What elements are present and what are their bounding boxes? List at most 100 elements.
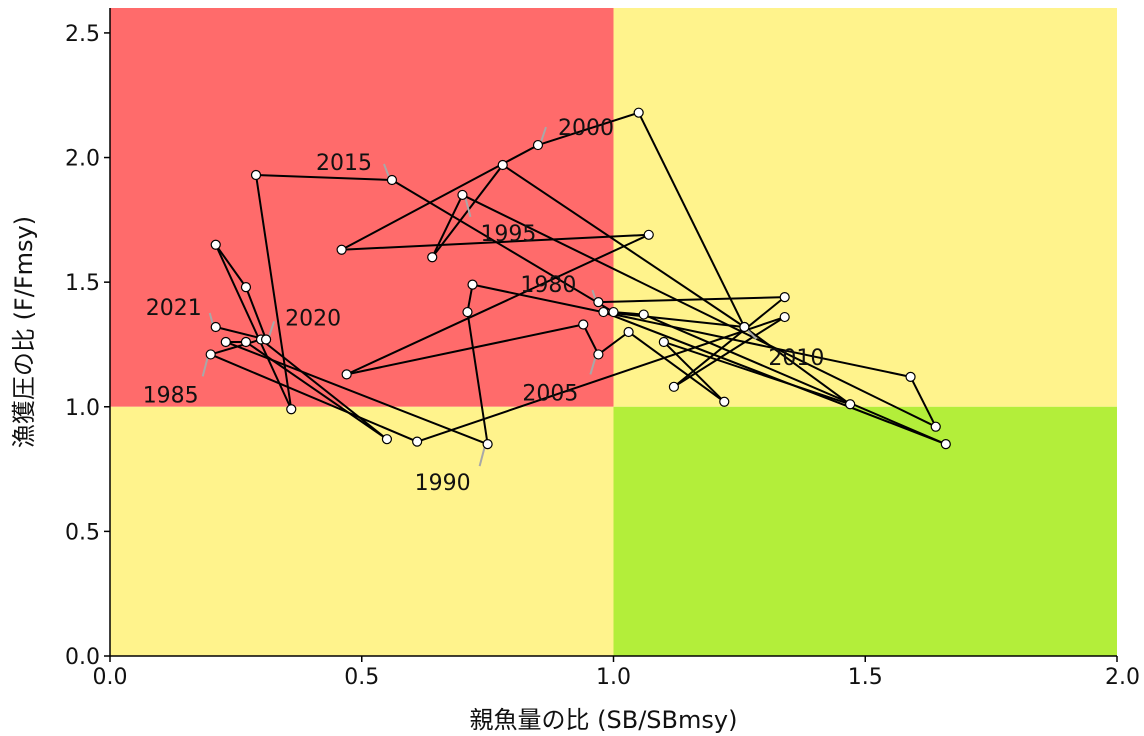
y-axis-title: 漁獲圧の比 (F/Fmsy) [10,216,38,448]
point-1995 [457,189,468,201]
trajectory-segment-2006-2007 [628,331,725,403]
label-leaders [201,126,758,467]
trajectory-segment-2016-2017 [255,174,293,410]
point-1983 [779,311,790,323]
x-tick-label: 0.5 [344,665,379,690]
zone-overfished-overfishing [110,8,614,407]
point-1987 [381,434,393,445]
trajectory-segment-1995-1996 [431,194,464,258]
x-axis-title: 親魚量の比 (SB/SBmsy) [470,706,738,734]
point-1982 [668,381,680,392]
y-tick-label: 2.5 [65,22,100,47]
point-2004 [578,319,589,330]
zone-healthy-overfishing [613,8,1117,407]
point-2018 [210,239,221,250]
point-2016 [250,169,262,181]
year-label-2005: 2005 [522,381,578,406]
trajectory-segment-2018-2019 [214,244,247,288]
trajectory-segment-1992-1993 [472,283,911,378]
leader-2005 [589,357,597,375]
year-label-1995: 1995 [480,222,536,247]
trajectory-segment-2015-2016 [255,173,392,181]
year-label-1985: 1985 [143,383,199,408]
point-1999 [633,107,644,118]
point-1989 [220,336,231,348]
point-1985 [205,349,216,360]
x-tick-label: 0.0 [93,665,128,690]
trajectory-segment-2012-2013 [643,313,947,446]
trajectory-segment-2003-2004 [346,323,584,376]
zone-healthy [613,406,1117,656]
trajectory-segment-1980-1981 [598,296,785,304]
trajectory-segment-2017-2018 [214,244,293,410]
trajectory-segment-2002-2003 [346,233,650,376]
trajectory-segment-1981-1982 [673,296,786,388]
x-tick-label: 2.0 [1105,665,1140,690]
trajectory-segment-1994-1995 [462,194,937,428]
point-2012 [940,439,951,450]
point-2001 [336,244,347,255]
trajectory-segment-1990-1991 [466,311,489,445]
point-1981 [779,292,790,303]
leader-1985 [201,357,209,377]
trajectory-segment-1993-1994 [909,376,937,428]
point-2002 [643,229,654,240]
trajectory-segment-2008-2009 [663,341,851,406]
y-tick-label: 1.5 [65,271,100,296]
trajectory-segment-2019-2020 [245,286,268,340]
trajectory-segment-2009-2010 [743,326,851,406]
point-1996 [427,252,438,263]
x-tick-label: 1.0 [596,665,631,690]
point-2006 [623,326,634,338]
trajectory-segment-2004-2005 [582,324,600,355]
point-2007 [719,396,730,407]
background-zones [110,8,1117,656]
point-1980 [593,296,604,308]
point-2019 [240,282,252,293]
trajectory-segment-1998-1999 [637,112,746,328]
trajectory-segment-1996-1997 [431,164,504,258]
point-2013 [638,309,649,320]
trajectory-segment-2014-2015 [391,179,615,313]
point-2010 [739,321,750,333]
year-label-2000: 2000 [558,116,614,141]
point-2011 [598,306,609,318]
leader-1980 [591,289,597,300]
zone-overfished-low-pressure [110,406,614,656]
trajectory-segment-1989-1990 [225,341,488,446]
point-1994 [930,421,941,432]
trajectory-segment-1984-1985 [210,353,418,443]
point-1991 [462,306,473,318]
point-2021 [210,321,221,333]
point-2014 [608,306,619,318]
point-2008 [658,336,669,348]
trajectory-segment-1986-1987 [260,338,388,440]
point-1992 [467,279,478,290]
leader-1995 [464,197,472,218]
y-tick-label: 1.0 [65,396,100,421]
trajectory-segment-1999-2000 [537,111,639,147]
year-label-2010: 2010 [768,346,824,371]
year-label-2015: 2015 [316,151,372,176]
point-2017 [286,404,297,415]
x-tick-label: 1.5 [848,665,883,690]
point-1997 [497,159,508,171]
y-tick-label: 0.0 [65,645,100,670]
trajectory-segment-2010-2011 [603,311,745,329]
point-2005 [593,349,604,360]
y-tick-label: 0.5 [65,520,100,545]
point-2015 [386,174,398,186]
leader-2010 [746,329,758,340]
year-label-2021: 2021 [146,296,202,321]
trajectory-lines [210,111,947,446]
data-points [205,107,951,450]
year-label-1980: 1980 [520,273,576,298]
point-1984 [412,436,423,447]
leader-2000 [540,126,547,143]
trajectory-segment-2007-2008 [663,341,725,403]
y-tick-label: 2.0 [65,147,100,172]
year-label-1990: 1990 [415,471,471,496]
axes: 0.0 0.5 1.0 1.5 2.0 0.0 0.5 1.0 1.5 2.0 2.5 [65,8,1140,690]
leader-1990 [478,446,486,467]
point-1988 [240,336,252,348]
